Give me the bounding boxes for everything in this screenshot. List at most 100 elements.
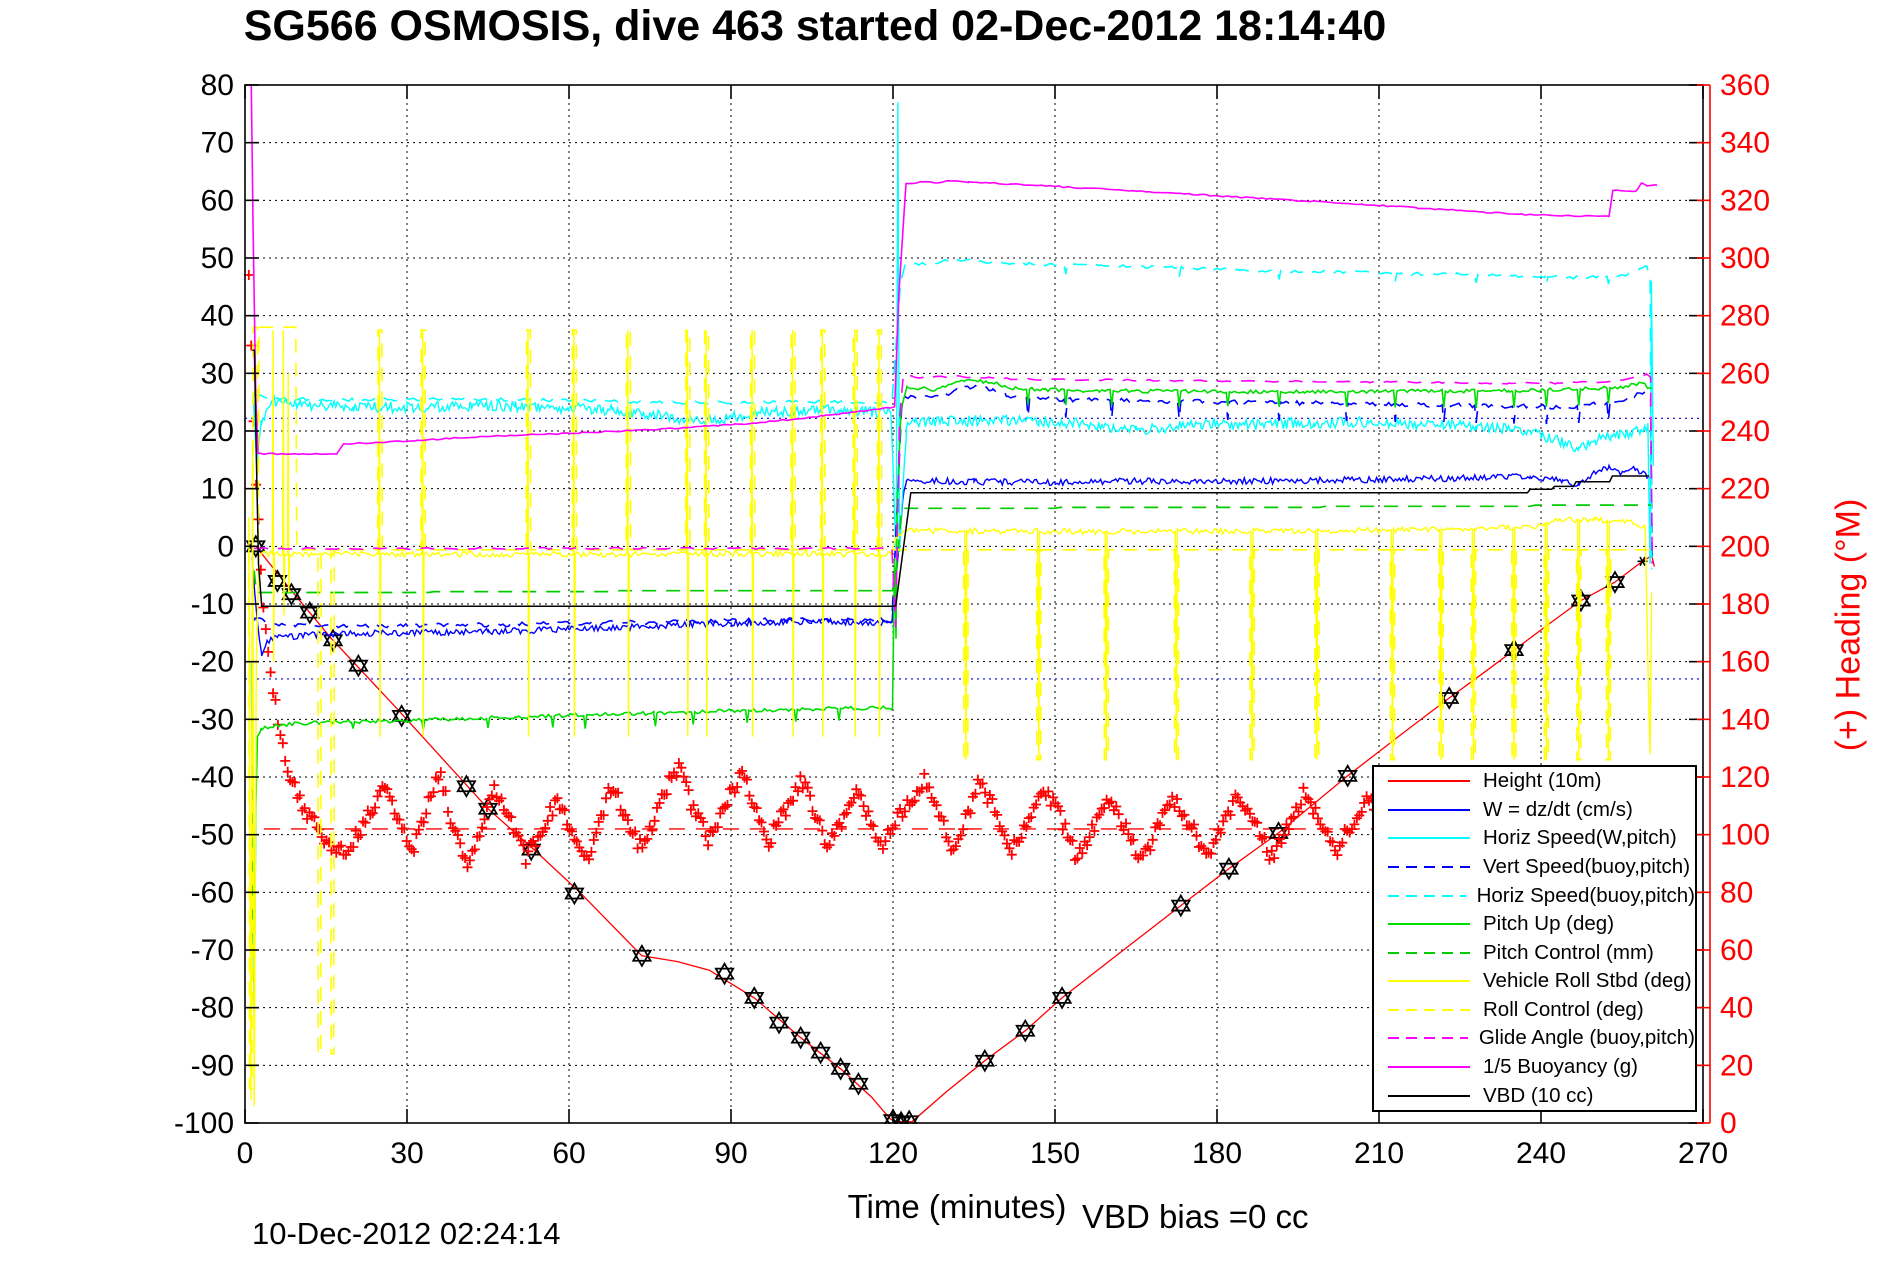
svg-text:80: 80 — [1720, 876, 1753, 909]
svg-text:-60: -60 — [191, 876, 234, 909]
page-title: SG566 OSMOSIS, dive 463 started 02-Dec-2… — [243, 2, 1387, 50]
legend-label: Glide Angle (buoy,pitch) — [1478, 1026, 1695, 1050]
dive-end-timestamp: 10-Dec-2012 02:24:14 — [252, 1216, 561, 1251]
legend-label: Vehicle Roll Stbd (deg) — [1483, 969, 1692, 993]
svg-text:30: 30 — [390, 1137, 423, 1170]
svg-text:10: 10 — [201, 473, 234, 506]
legend-item-5: Horiz Speed(buoy,pitch) — [1374, 882, 1695, 909]
legend-item-3: Horiz Speed(W,pitch) — [1374, 825, 1695, 852]
legend-line-sample — [1388, 1094, 1470, 1097]
svg-text:80: 80 — [201, 69, 234, 102]
legend-label: Pitch Up (deg) — [1483, 912, 1615, 936]
svg-text:60: 60 — [201, 184, 234, 217]
svg-text:280: 280 — [1720, 300, 1770, 333]
series-buoyancy_fifth — [250, 84, 1658, 456]
right-axis: 3603403203002802602402202001801601401201… — [1697, 69, 1770, 1140]
legend-line-sample — [1388, 894, 1466, 897]
svg-text:210: 210 — [1354, 1137, 1404, 1170]
svg-text:340: 340 — [1720, 127, 1770, 160]
legend-box: Height (10m) W = dz/dt (cm/s) Horiz Speed(… — [1372, 765, 1697, 1112]
series-vert_buoy_pitch — [253, 384, 1653, 629]
svg-text:200: 200 — [1720, 530, 1770, 563]
legend-line-sample — [1388, 1066, 1470, 1069]
svg-text:50: 50 — [201, 242, 234, 275]
legend-item-2: W = dz/dt (cm/s) — [1374, 796, 1695, 823]
legend-item-12: VBD (10 cc) — [1374, 1082, 1695, 1109]
svg-text:-20: -20 — [191, 646, 234, 679]
svg-text:40: 40 — [1720, 992, 1753, 1025]
series-pitch_up — [250, 378, 1653, 1014]
legend-item-9: Roll Control (deg) — [1374, 996, 1695, 1023]
legend-item-6: Pitch Up (deg) — [1374, 911, 1695, 938]
legend-label: W = dz/dt (cm/s) — [1483, 797, 1633, 821]
svg-text:20: 20 — [201, 415, 234, 448]
legend-item-7: Pitch Control (mm) — [1374, 939, 1695, 966]
svg-text:240: 240 — [1516, 1137, 1566, 1170]
legend-item-1: Height (10m) — [1374, 768, 1695, 795]
right-axis-label: (+) Heading (°M) — [1829, 498, 1868, 752]
legend-line-sample — [1388, 780, 1470, 783]
data-series — [244, 84, 1658, 1124]
svg-text:100: 100 — [1720, 819, 1770, 852]
svg-text:40: 40 — [201, 300, 234, 333]
gc-markers — [245, 534, 1626, 1124]
legend-line-sample — [1388, 923, 1470, 926]
svg-text:0: 0 — [217, 530, 234, 563]
svg-text:30: 30 — [201, 357, 234, 390]
svg-text:-10: -10 — [191, 588, 234, 621]
svg-text:-40: -40 — [191, 761, 234, 794]
svg-text:-100: -100 — [174, 1107, 234, 1140]
svg-text:-90: -90 — [191, 1049, 234, 1082]
series-roll_stbd — [248, 330, 1653, 1106]
legend-label: Vert Speed(buoy,pitch) — [1483, 855, 1691, 879]
series-vbd — [252, 349, 1649, 608]
legend-label: 1/5 Buoyancy (g) — [1483, 1055, 1638, 1079]
svg-text:300: 300 — [1720, 242, 1770, 275]
series-w_dzdt — [251, 463, 1653, 657]
legend-line-sample — [1388, 866, 1470, 869]
svg-text:240: 240 — [1720, 415, 1770, 448]
svg-text:-70: -70 — [191, 934, 234, 967]
legend-line-sample — [1388, 1008, 1470, 1011]
legend-item-4: Vert Speed(buoy,pitch) — [1374, 854, 1695, 881]
svg-text:140: 140 — [1720, 703, 1770, 736]
legend-label: Pitch Control (mm) — [1483, 940, 1654, 964]
svg-text:0: 0 — [1720, 1107, 1737, 1140]
svg-text:120: 120 — [1720, 761, 1770, 794]
svg-text:150: 150 — [1030, 1137, 1080, 1170]
svg-text:70: 70 — [201, 127, 234, 160]
legend-line-sample — [1388, 837, 1470, 840]
svg-text:90: 90 — [714, 1137, 747, 1170]
legend-line-sample — [1388, 808, 1470, 811]
legend-label: Height (10m) — [1483, 769, 1602, 793]
svg-text:260: 260 — [1720, 357, 1770, 390]
svg-text:220: 220 — [1720, 473, 1770, 506]
svg-text:60: 60 — [1720, 934, 1753, 967]
series-glide_angle — [253, 372, 1653, 628]
legend-line-sample — [1388, 951, 1470, 954]
legend-line-sample — [1388, 980, 1470, 983]
svg-text:360: 360 — [1720, 69, 1770, 102]
svg-text:-50: -50 — [191, 819, 234, 852]
svg-text:-80: -80 — [191, 992, 234, 1025]
svg-text:0: 0 — [237, 1137, 254, 1170]
legend-item-11: 1/5 Buoyancy (g) — [1374, 1054, 1695, 1081]
axes: 0 30 60 90 120 150 180 210 240 270 80 70 60 50 40 30 20 1… — [174, 69, 1728, 1170]
series-pitch_control — [253, 504, 1652, 594]
svg-text:180: 180 — [1192, 1137, 1242, 1170]
legend-item-8: Vehicle Roll Stbd (deg) — [1374, 968, 1695, 995]
svg-text:-30: -30 — [191, 703, 234, 736]
svg-text:320: 320 — [1720, 184, 1770, 217]
svg-text:160: 160 — [1720, 646, 1770, 679]
legend-label: Horiz Speed(W,pitch) — [1483, 826, 1677, 850]
legend-label: Horiz Speed(buoy,pitch) — [1476, 883, 1695, 907]
legend-label: VBD (10 cc) — [1483, 1083, 1594, 1107]
svg-text:20: 20 — [1720, 1049, 1753, 1082]
legend-label: Roll Control (deg) — [1483, 997, 1644, 1021]
svg-text:270: 270 — [1678, 1137, 1728, 1170]
svg-text:60: 60 — [552, 1137, 585, 1170]
legend-item-10: Glide Angle (buoy,pitch) — [1374, 1025, 1695, 1052]
vbd-bias-note: VBD bias =0 cc — [1082, 1198, 1309, 1235]
legend-line-sample — [1388, 1037, 1468, 1040]
